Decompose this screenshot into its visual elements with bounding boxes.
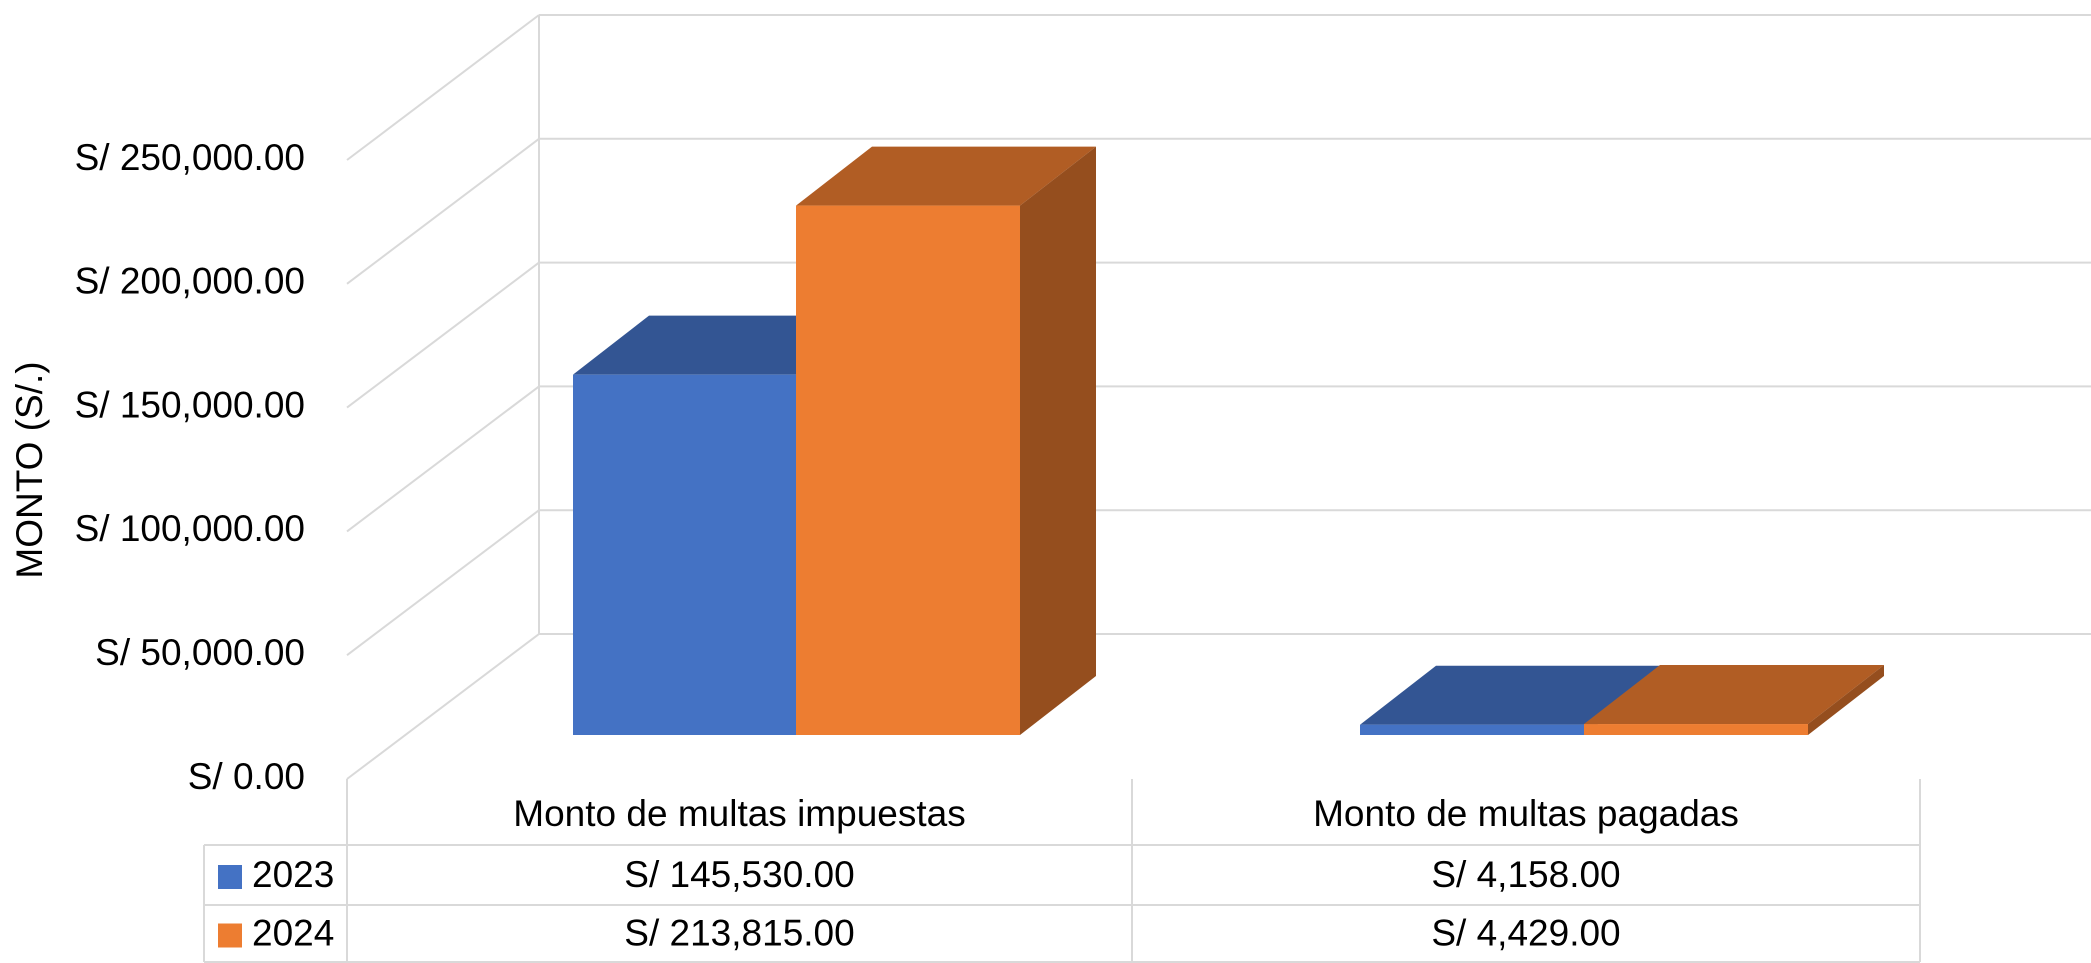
bar xyxy=(1584,724,1808,735)
bar-side xyxy=(1020,146,1096,735)
grid-line xyxy=(346,14,540,161)
y-tick-label: S/ 200,000.00 xyxy=(75,261,305,302)
grid-line xyxy=(346,385,540,533)
bar xyxy=(796,205,1020,735)
y-axis-label: MONTO (S/.) xyxy=(9,361,50,578)
legend-label: 2024 xyxy=(252,912,334,953)
legend-label: 2023 xyxy=(252,854,334,895)
bar-side xyxy=(1808,665,1884,735)
legend-swatch xyxy=(218,923,242,948)
data-label: S/ 4,429.00 xyxy=(1431,912,1620,953)
bar-top xyxy=(1360,665,1660,725)
y-tick-label: S/ 100,000.00 xyxy=(75,508,305,549)
y-tick-label: S/ 250,000.00 xyxy=(75,137,305,178)
y-tick-label: S/ 0.00 xyxy=(188,756,305,797)
data-label: S/ 213,815.00 xyxy=(624,912,854,953)
x-tick-label: Monto de multas impuestas xyxy=(513,793,965,834)
y-tick-label: S/ 150,000.00 xyxy=(75,384,305,425)
bar-top xyxy=(1584,665,1884,725)
y-tick-label: S/ 50,000.00 xyxy=(95,632,305,673)
bar-top xyxy=(796,146,1096,206)
data-label: S/ 4,158.00 xyxy=(1431,854,1620,895)
grid-line xyxy=(346,138,540,285)
bar xyxy=(573,374,797,735)
x-tick-label: Monto de multas pagadas xyxy=(1313,793,1739,834)
data-label: S/ 145,530.00 xyxy=(624,854,854,895)
grid-line xyxy=(346,633,540,780)
grid-line xyxy=(346,261,540,409)
legend-swatch xyxy=(218,865,242,889)
grid-line xyxy=(346,509,540,656)
bar xyxy=(1360,724,1584,735)
